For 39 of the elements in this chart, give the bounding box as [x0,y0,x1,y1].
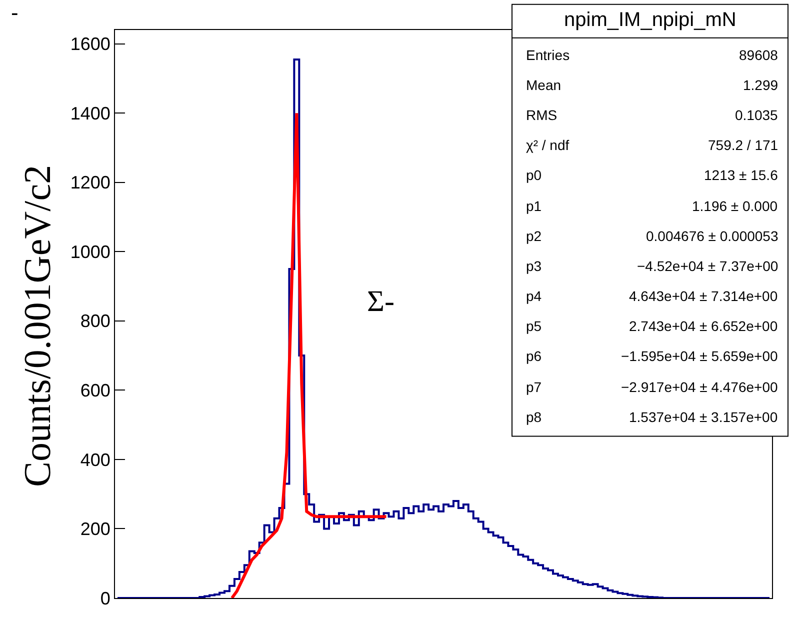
y-tick-label: 400 [80,450,110,470]
annotation: 1.537e+04 ± 3.157e+00 [629,409,778,425]
annotation: p7 [526,379,542,395]
annotation: 1213 ± 15.6 [704,167,778,183]
annotation: 759.2 / 171 [708,137,778,153]
y-tick-label: 0 [100,588,110,608]
annotation: 0.1035 [735,107,778,123]
annotation: p2 [526,228,542,244]
annotation: p8 [526,409,542,425]
y-tick-label: 600 [80,380,110,400]
annotation: −4.52e+04 ± 7.37e+00 [637,258,778,274]
annotation: 4.643e+04 ± 7.314e+00 [629,288,778,304]
annotation: 89608 [739,47,778,63]
y-tick-label: 1000 [70,242,110,262]
annotation: −2.917e+04 ± 4.476e+00 [621,379,778,395]
annotation: p6 [526,348,542,364]
annotation: p3 [526,258,542,274]
annotation: χ² / ndf [526,137,570,153]
annotation: npim_IM_npipi_mN [564,9,736,31]
annotation: p1 [526,198,542,214]
annotation: Σ- [367,285,394,318]
annotation: p0 [526,167,542,183]
annotation: Entries [526,47,570,63]
annotation: RMS [526,107,558,123]
annotation: 1.196 ± 0.000 [692,198,778,214]
y-tick-label: 1200 [70,172,110,193]
annotation: 1.299 [743,77,778,93]
y-tick-label: 800 [80,311,110,332]
y-axis-title: Counts/0.001GeV/c2 [17,164,60,487]
text: - [11,0,18,25]
annotation: p5 [526,318,542,334]
y-tick-label: 1600 [70,34,110,54]
annotation: 2.743e+04 ± 6.652e+00 [629,318,778,334]
y-tick-label: 1400 [70,103,110,124]
y-tick-label: 200 [80,519,110,540]
annotation: −1.595e+04 ± 5.659e+00 [621,348,778,364]
annotation: Mean [526,77,562,93]
annotation: 0.004676 ± 0.000053 [646,228,778,244]
annotation: p4 [526,288,542,304]
